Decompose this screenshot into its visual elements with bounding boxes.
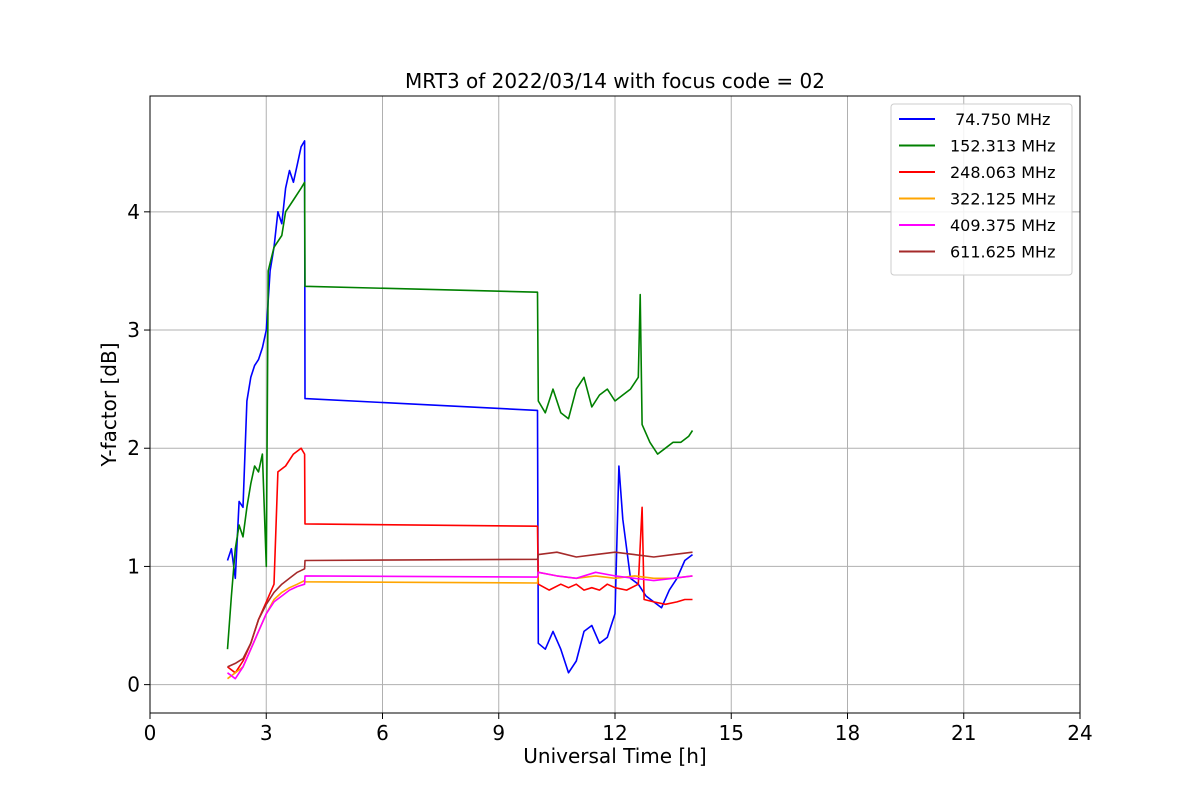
x-tick-label: 6	[376, 721, 389, 745]
series-line-2	[227, 447, 693, 674]
y-tick-label: 0	[127, 673, 140, 697]
series-line-0	[226, 140, 693, 674]
y-tick-label: 1	[127, 554, 140, 578]
legend: 74.750 MHz 152.313 MHz 248.063 MHz 322.125 …	[890, 103, 1073, 276]
x-tick-label: 15	[719, 721, 744, 745]
legend-label-4: 409.375 MHz	[950, 216, 1055, 235]
x-tick-label: 9	[492, 721, 505, 745]
y-tick-label: 2	[127, 436, 140, 460]
legend-box	[890, 103, 1073, 276]
y-tick-label: 3	[127, 318, 140, 342]
series-layer	[226, 140, 694, 680]
series-line-5	[227, 551, 693, 668]
legend-label-3: 322.125 MHz	[950, 190, 1055, 209]
legend-label-2: 248.063 MHz	[950, 163, 1055, 182]
x-tick-label: 3	[260, 721, 273, 745]
x-tick-label: 21	[951, 721, 976, 745]
x-tick-label: 0	[144, 721, 157, 745]
y-axis-label: Y-factor [dB]	[97, 342, 121, 467]
legend-label-0: 74.750 MHz	[950, 110, 1050, 129]
series-line-4	[227, 571, 693, 680]
x-axis-label: Universal Time [h]	[523, 744, 706, 768]
x-tick-label: 18	[835, 721, 860, 745]
x-tick-label: 12	[602, 721, 627, 745]
y-tick-label: 4	[127, 200, 140, 224]
x-tick-label: 24	[1067, 721, 1092, 745]
legend-label-1: 152.313 MHz	[950, 137, 1055, 156]
legend-label-5: 611.625 MHz	[950, 243, 1055, 262]
chart-title: MRT3 of 2022/03/14 with focus code = 02	[405, 69, 825, 93]
series-line-1	[226, 181, 694, 650]
